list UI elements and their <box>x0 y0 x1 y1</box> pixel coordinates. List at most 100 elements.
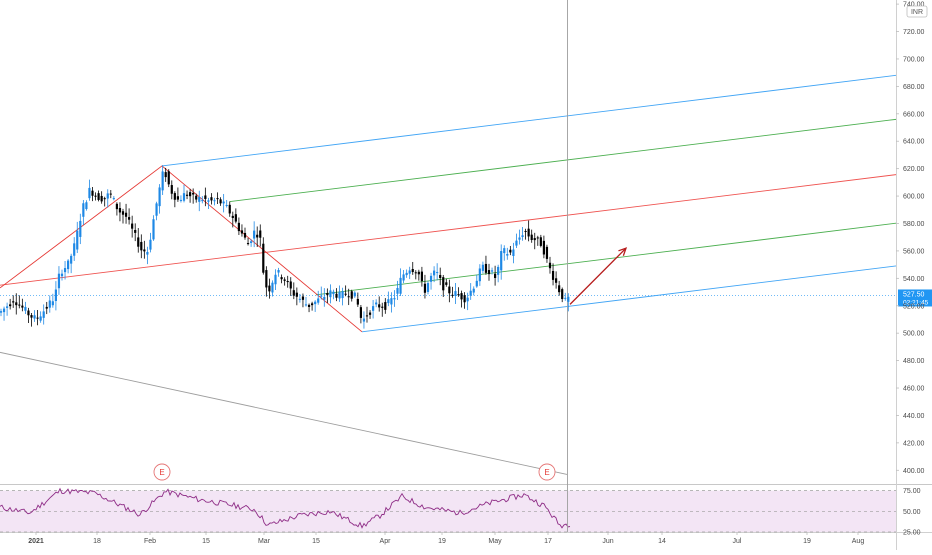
candle-body <box>509 249 512 253</box>
candle-body <box>128 217 131 220</box>
time-tick-label: 18 <box>93 538 101 545</box>
candle-body <box>216 198 219 200</box>
candle-body <box>362 318 366 322</box>
earnings-marker[interactable]: E <box>153 463 171 481</box>
candle-body <box>341 291 344 299</box>
candle-body <box>359 307 362 318</box>
candle-body <box>265 270 268 288</box>
price-tick-label: 420.00 <box>903 440 925 447</box>
candle-body <box>527 228 530 237</box>
candle-body <box>48 300 51 308</box>
candle-body <box>143 249 146 252</box>
candle-body <box>155 203 158 216</box>
projection-arrow <box>569 247 627 305</box>
time-tick-label: Jul <box>733 538 742 545</box>
candle-body <box>344 293 347 295</box>
candle-body <box>124 212 128 217</box>
candle-body <box>106 193 109 199</box>
candle-body <box>85 202 88 210</box>
price-tick-label: 540.00 <box>903 276 925 283</box>
candle-body <box>457 294 460 296</box>
time-tick-label: Aug <box>852 538 865 545</box>
price-tick-label: 680.00 <box>903 84 925 91</box>
earnings-marker[interactable]: E <box>538 463 556 481</box>
candle-body <box>79 220 82 237</box>
candle-body <box>57 273 61 289</box>
candle-body <box>396 287 399 294</box>
trend-line-gray <box>0 351 568 475</box>
candle-body <box>24 306 27 311</box>
rsi-tick-label: 75.00 <box>903 488 921 495</box>
candle-body <box>564 297 567 299</box>
candle-body <box>399 277 402 294</box>
candle-body <box>429 275 433 282</box>
candle-body <box>481 264 484 271</box>
candle-body <box>2 308 6 313</box>
candle-body <box>472 288 475 293</box>
candle-body <box>76 230 79 250</box>
candle-body <box>121 211 125 215</box>
price-tick-label: 560.00 <box>903 248 925 255</box>
candle-body <box>454 291 457 296</box>
candle-body <box>561 289 564 300</box>
candle-body <box>82 203 85 217</box>
median-line <box>0 174 897 286</box>
earnings-marker-label: E <box>544 468 549 477</box>
candle-body <box>109 193 112 195</box>
time-tick-label: Apr <box>380 538 392 545</box>
candle-body <box>567 296 570 302</box>
candle-body <box>222 201 225 204</box>
candle-body <box>36 317 39 319</box>
candle-body <box>304 304 308 306</box>
candle-body <box>323 296 326 300</box>
candle-body <box>219 199 222 204</box>
candle-body <box>314 301 317 305</box>
price-tick-label: 400.00 <box>903 468 925 475</box>
candle-body <box>280 277 283 280</box>
price-tick-label: 740.00 <box>903 2 925 9</box>
candle-body <box>131 223 134 229</box>
candle-body <box>256 234 259 238</box>
candle-body <box>283 279 286 281</box>
candle-body <box>274 274 277 285</box>
candle-body <box>271 282 274 293</box>
candle-body <box>112 198 115 200</box>
candle-body <box>173 193 176 200</box>
price-tick-label: 660.00 <box>903 111 925 118</box>
candle-body <box>213 200 216 202</box>
candle-body <box>179 199 183 201</box>
candle-body <box>210 197 213 201</box>
lower-mid-line <box>315 222 897 296</box>
candle-body <box>243 232 247 238</box>
candle-body <box>545 246 549 259</box>
candle-body <box>365 315 369 317</box>
candle-body <box>289 281 292 289</box>
currency-badge[interactable]: INR <box>906 5 928 18</box>
candle-body <box>94 195 97 197</box>
candle-body <box>307 304 311 307</box>
candle-body <box>67 260 70 270</box>
rsi-line <box>0 487 571 529</box>
candle-body <box>414 272 417 274</box>
candle-body <box>436 272 439 274</box>
candle-body <box>548 262 552 269</box>
time-tick-label: Feb <box>144 538 156 545</box>
candle-body <box>45 306 48 309</box>
candle-body <box>393 298 396 300</box>
candle-body <box>551 271 555 280</box>
rsi-tick-label: 50.00 <box>903 509 921 516</box>
last-price-badge-bg <box>898 289 932 307</box>
price-tick-label: 500.00 <box>903 331 925 338</box>
candle-body <box>6 306 9 308</box>
candle-body <box>524 230 527 232</box>
candle-body <box>402 274 405 281</box>
candle-body <box>170 185 173 194</box>
time-tick-label: Mar <box>258 538 271 545</box>
candle-body <box>240 230 244 234</box>
candle-body <box>518 237 521 240</box>
candle-body <box>469 290 472 296</box>
candle-body <box>460 293 463 300</box>
